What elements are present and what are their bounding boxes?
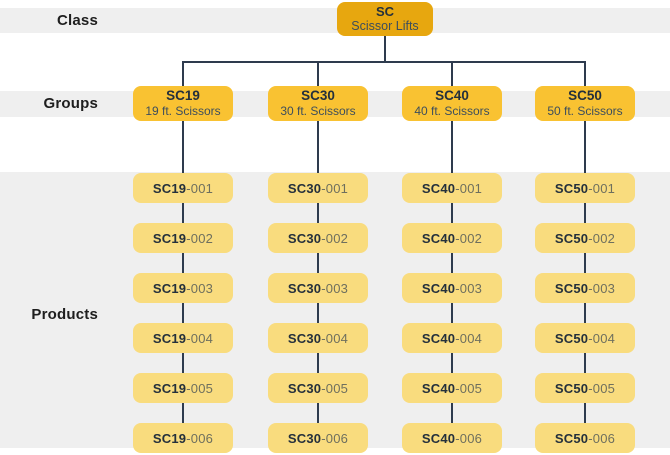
class-node-sc: SC Scissor Lifts bbox=[337, 2, 433, 36]
group-node-sc40: SC40 40 ft. Scissors bbox=[402, 86, 502, 121]
group-node-sc30: SC30 30 ft. Scissors bbox=[268, 86, 368, 121]
product-node: SC19 -002 bbox=[133, 223, 233, 253]
connector-line bbox=[317, 403, 319, 423]
connector-line bbox=[584, 62, 586, 89]
group-node-sc50: SC50 50 ft. Scissors bbox=[535, 86, 635, 121]
class-node-name: Scissor Lifts bbox=[351, 19, 419, 33]
group-node-code: SC50 bbox=[568, 88, 602, 103]
group-node-code: SC19 bbox=[166, 88, 200, 103]
product-node: SC19 -003 bbox=[133, 273, 233, 303]
group-node-name: 40 ft. Scissors bbox=[414, 104, 490, 118]
connector-line bbox=[451, 303, 453, 323]
connector-line bbox=[182, 121, 184, 173]
product-node: SC40 -003 bbox=[402, 273, 502, 303]
group-node-code: SC30 bbox=[301, 88, 335, 103]
row-label-class: Class bbox=[56, 12, 98, 29]
connector-line bbox=[317, 121, 319, 173]
connector-line bbox=[451, 62, 453, 89]
connector-line bbox=[584, 253, 586, 273]
connector-line bbox=[317, 303, 319, 323]
product-node: SC30 -005 bbox=[268, 373, 368, 403]
connector-line bbox=[317, 353, 319, 373]
connector-line bbox=[451, 353, 453, 373]
row-label-products: Products bbox=[31, 306, 98, 323]
connector-line bbox=[182, 62, 184, 89]
class-node-code: SC bbox=[375, 4, 395, 19]
connector-line bbox=[584, 303, 586, 323]
connector-line bbox=[182, 253, 184, 273]
connector-line bbox=[317, 253, 319, 273]
group-node-name: 50 ft. Scissors bbox=[547, 104, 623, 118]
connector-line bbox=[584, 403, 586, 423]
product-node: SC40 -001 bbox=[402, 173, 502, 203]
product-node: SC40 -006 bbox=[402, 423, 502, 453]
connector-line bbox=[451, 121, 453, 173]
product-node: SC19 -006 bbox=[133, 423, 233, 453]
product-node: SC40 -002 bbox=[402, 223, 502, 253]
group-node-name: 30 ft. Scissors bbox=[280, 104, 356, 118]
connector-line bbox=[182, 403, 184, 423]
product-node: SC19 -001 bbox=[133, 173, 233, 203]
product-node: SC30 -006 bbox=[268, 423, 368, 453]
connector-line bbox=[584, 353, 586, 373]
product-node: SC30 -004 bbox=[268, 323, 368, 353]
group-node-sc19: SC19 19 ft. Scissors bbox=[133, 86, 233, 121]
row-label-groups: Groups bbox=[43, 95, 98, 112]
product-node: SC19 -005 bbox=[133, 373, 233, 403]
connector-line bbox=[317, 203, 319, 223]
group-node-code: SC40 bbox=[435, 88, 469, 103]
connector-line bbox=[182, 61, 586, 63]
product-node: SC50 -001 bbox=[535, 173, 635, 203]
connector-line bbox=[182, 203, 184, 223]
product-node: SC40 -005 bbox=[402, 373, 502, 403]
product-node: SC50 -006 bbox=[535, 423, 635, 453]
product-node: SC30 -003 bbox=[268, 273, 368, 303]
connector-line bbox=[451, 403, 453, 423]
connector-line bbox=[451, 253, 453, 273]
product-node: SC50 -002 bbox=[535, 223, 635, 253]
product-node: SC50 -005 bbox=[535, 373, 635, 403]
connector-line bbox=[584, 203, 586, 223]
product-node: SC40 -004 bbox=[402, 323, 502, 353]
product-node: SC30 -001 bbox=[268, 173, 368, 203]
connector-line bbox=[182, 303, 184, 323]
product-node: SC19 -004 bbox=[133, 323, 233, 353]
connector-line bbox=[182, 353, 184, 373]
connector-line bbox=[584, 121, 586, 173]
group-node-name: 19 ft. Scissors bbox=[145, 104, 221, 118]
product-node: SC30 -002 bbox=[268, 223, 368, 253]
class-row-band bbox=[0, 8, 670, 33]
connector-line bbox=[317, 62, 319, 89]
connector-line bbox=[451, 203, 453, 223]
product-node: SC50 -003 bbox=[535, 273, 635, 303]
connector-line bbox=[384, 36, 386, 63]
product-node: SC50 -004 bbox=[535, 323, 635, 353]
